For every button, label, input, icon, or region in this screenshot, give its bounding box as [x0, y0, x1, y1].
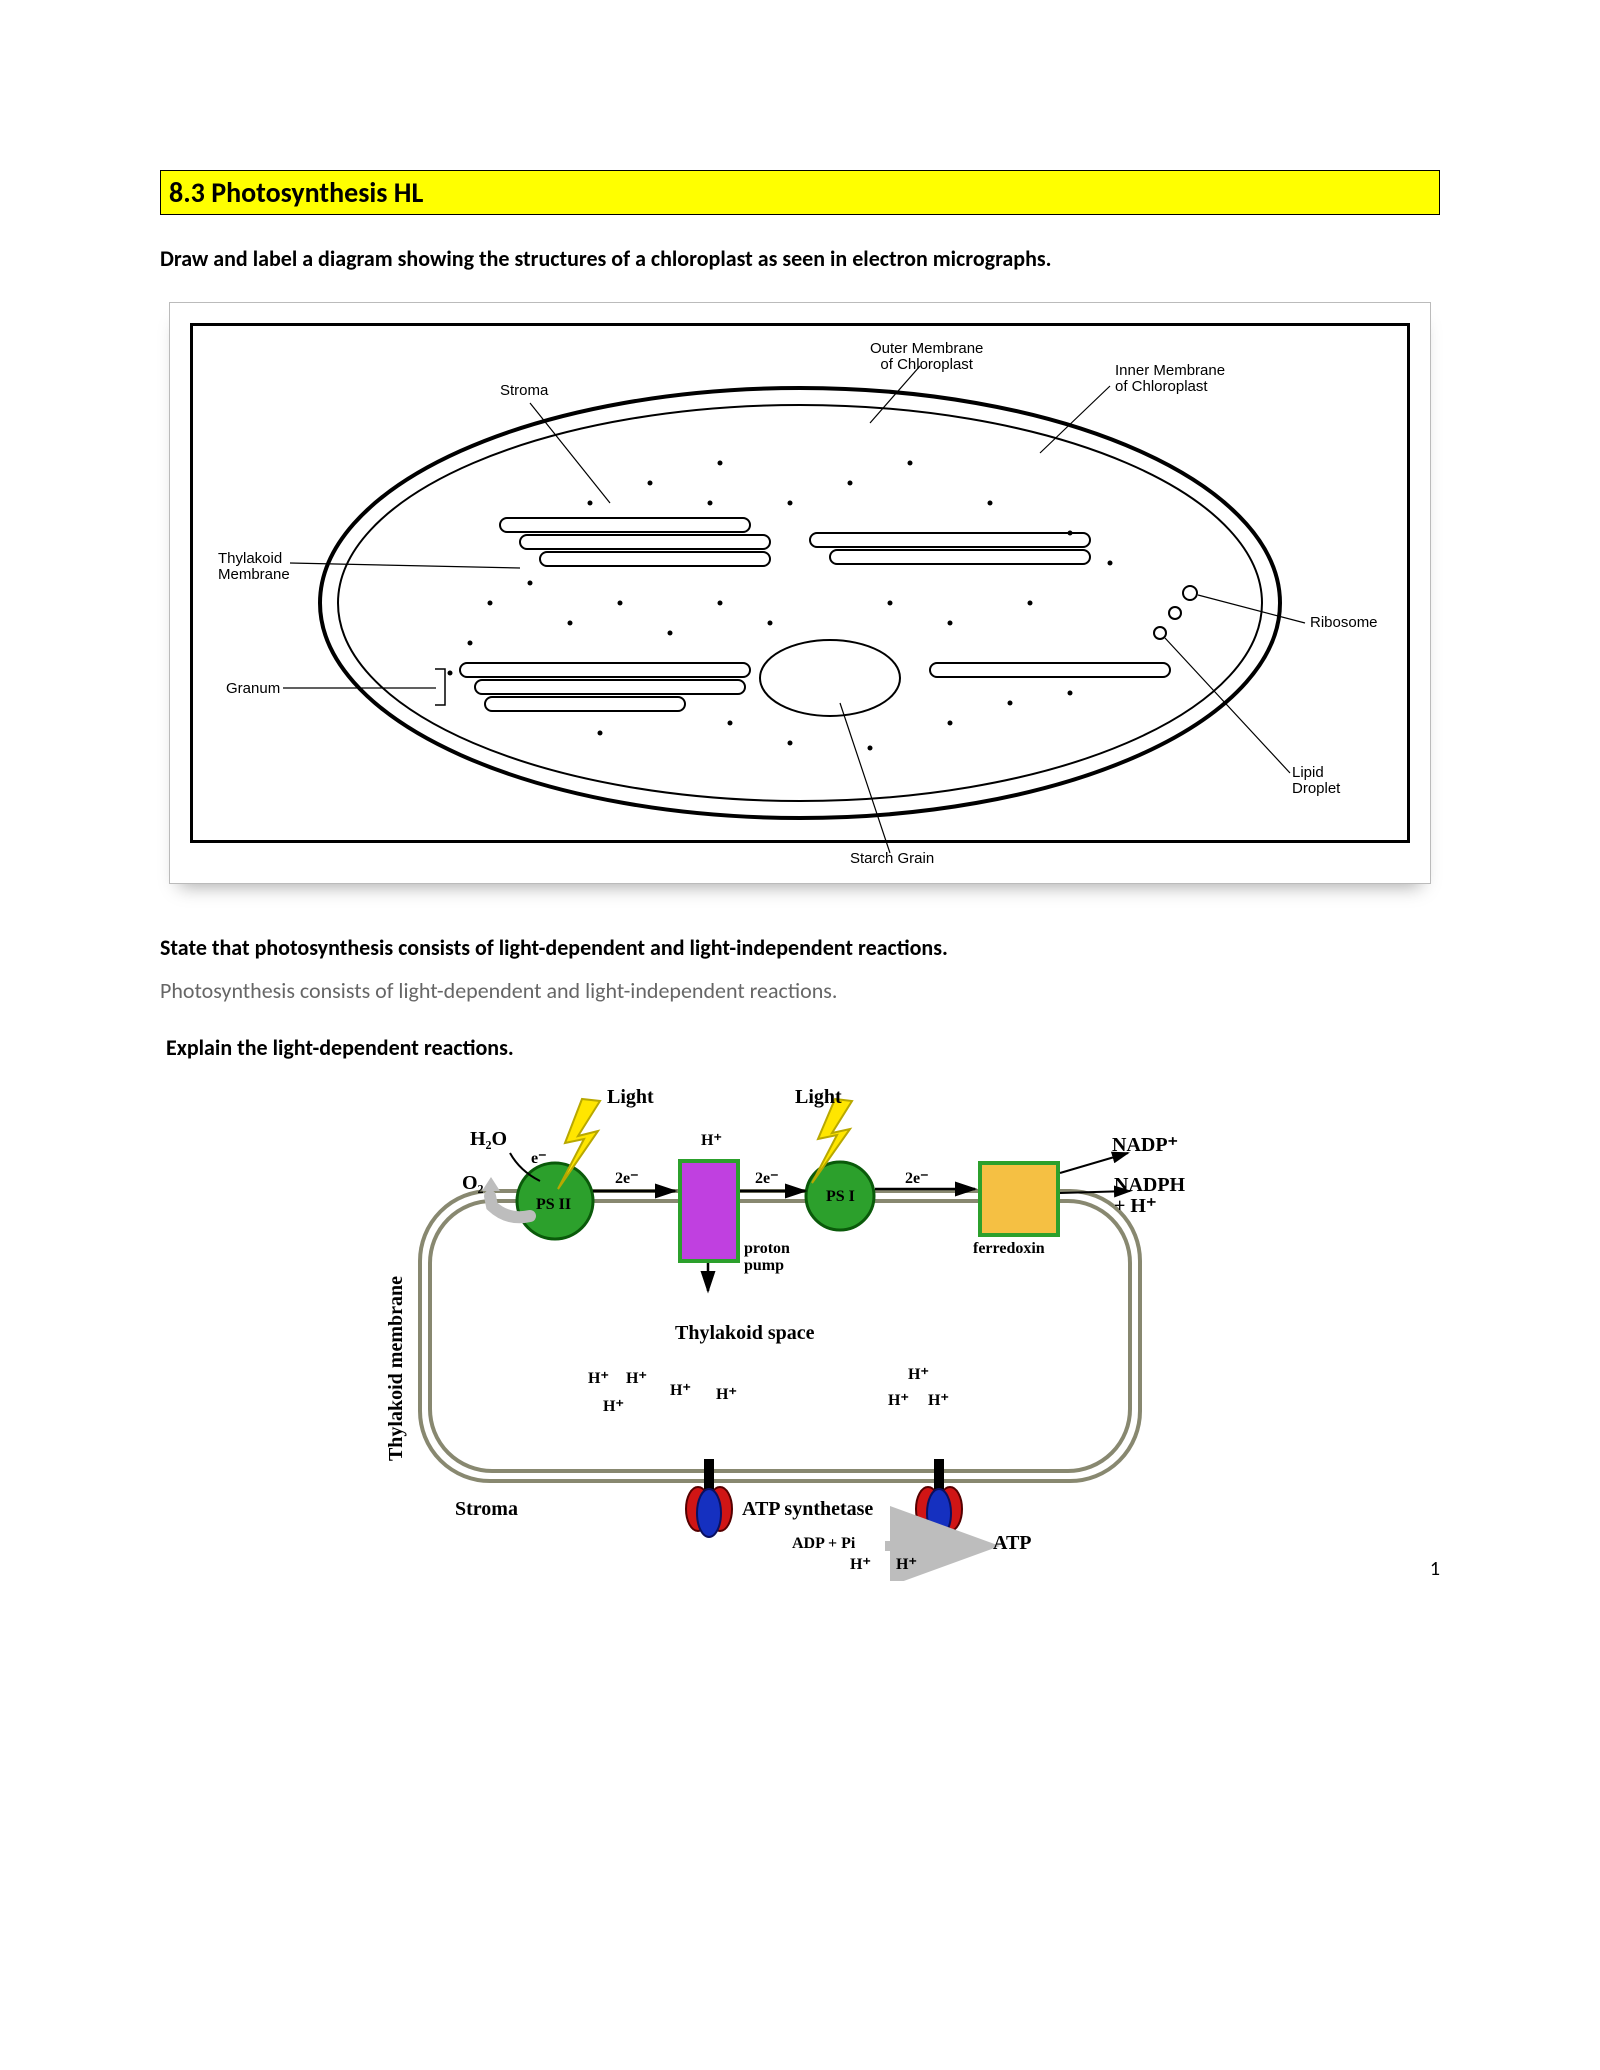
label-hplus-ts-1: H⁺ — [588, 1371, 609, 1388]
label-ferredoxin: ferredoxin — [973, 1241, 1045, 1258]
label-starch-grain: Starch Grain — [850, 851, 934, 867]
label-hplus-ts-8: H⁺ — [928, 1393, 949, 1410]
prompt-state: State that photosynthesis consists of li… — [160, 934, 1440, 961]
label-2e-2: 2e⁻ — [755, 1171, 779, 1188]
label-ribosome: Ribosome — [1310, 615, 1378, 631]
prompt-explain: Explain the light-dependent reactions. — [166, 1034, 1440, 1061]
label-light-2: Light — [795, 1087, 842, 1108]
page-title: 8.3 Photosynthesis HL — [160, 170, 1440, 215]
label-proton-pump: protonpump — [744, 1241, 790, 1275]
light-reaction-figure: Light Light H₂O e⁻ O₂ H⁺ PS II PS I 2e⁻ … — [340, 1081, 1240, 1581]
label-psi: PS I — [826, 1189, 855, 1206]
label-h2o: H₂O — [470, 1129, 507, 1150]
label-psii: PS II — [536, 1197, 571, 1214]
label-2e-1: 2e⁻ — [615, 1171, 639, 1188]
document-page: 8.3 Photosynthesis HL Draw and label a d… — [0, 0, 1600, 1641]
label-stroma: Stroma — [455, 1499, 518, 1520]
label-o2: O₂ — [462, 1173, 484, 1194]
page-number: 1 — [1430, 1557, 1440, 1581]
label-hplus-ts-3: H⁺ — [670, 1383, 691, 1400]
label-hplus-ts-7: H⁺ — [888, 1393, 909, 1410]
label-hplus-ts-4: H⁺ — [716, 1387, 737, 1404]
label-inner-membrane: Inner Membraneof Chloroplast — [1115, 363, 1225, 395]
label-thylakoid-membrane: ThylakoidMembrane — [218, 551, 290, 583]
label-granum: Granum — [226, 681, 280, 697]
label-hplus-ts-6: H⁺ — [908, 1367, 929, 1384]
body-text-1: Photosynthesis consists of light-depende… — [160, 977, 1440, 1004]
label-hplus-ts-2: H⁺ — [626, 1371, 647, 1388]
chloroplast-figure: Stroma Outer Membraneof Chloroplast Inne… — [169, 302, 1431, 884]
label-nadph: NADPH+ H⁺ — [1114, 1175, 1185, 1217]
label-atp: ATP — [993, 1533, 1032, 1554]
label-hplus-out-1: H⁺ — [850, 1557, 871, 1574]
label-stroma: Stroma — [500, 383, 548, 399]
label-h-top: H⁺ — [701, 1133, 722, 1150]
label-light-1: Light — [607, 1087, 654, 1108]
label-nadp: NADP⁺ — [1112, 1135, 1178, 1156]
label-lipid-droplet: LipidDroplet — [1292, 765, 1340, 797]
label-thylakoid-space: Thylakoid space — [675, 1323, 814, 1344]
label-hplus-out-2: H⁺ — [896, 1557, 917, 1574]
label-thylakoid-membrane: Thylakoid membrane — [386, 1276, 407, 1461]
label-eminus: e⁻ — [531, 1151, 547, 1168]
label-outer-membrane: Outer Membraneof Chloroplast — [870, 341, 983, 373]
label-atp-synthetase: ATP synthetase — [742, 1499, 873, 1520]
label-hplus-ts-5: H⁺ — [603, 1399, 624, 1416]
prompt-draw-label: Draw and label a diagram showing the str… — [160, 245, 1440, 272]
label-2e-3: 2e⁻ — [905, 1171, 929, 1188]
label-adp-pi: ADP + Pi — [792, 1536, 855, 1553]
